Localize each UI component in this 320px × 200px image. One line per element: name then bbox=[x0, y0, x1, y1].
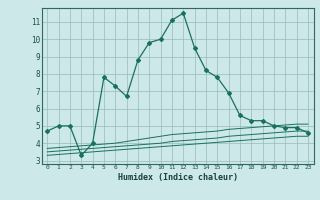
X-axis label: Humidex (Indice chaleur): Humidex (Indice chaleur) bbox=[118, 173, 237, 182]
